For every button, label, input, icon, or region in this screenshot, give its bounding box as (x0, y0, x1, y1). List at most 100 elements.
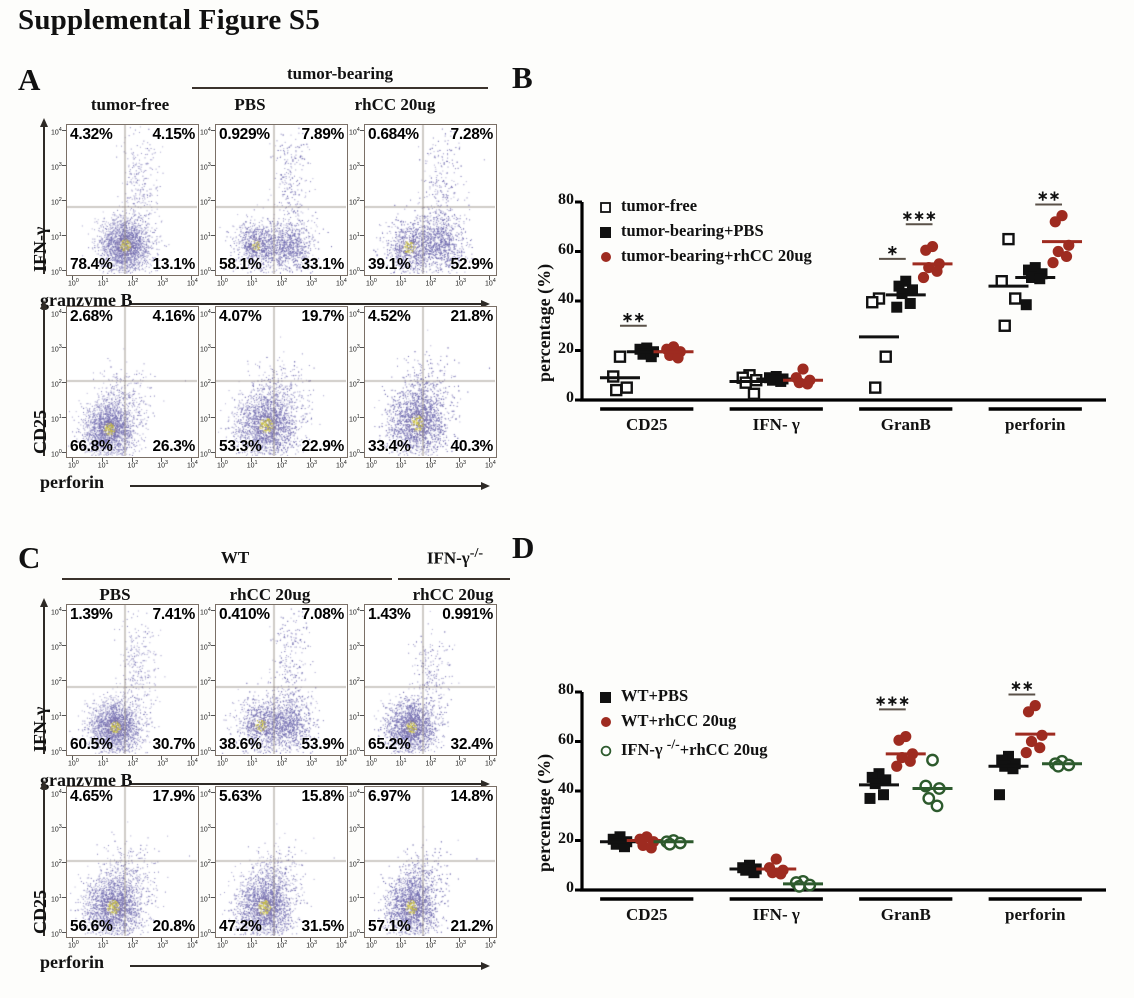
data-point (996, 754, 1008, 766)
legend-item[interactable]: IFN-γ -/-+rhCC 20ug (600, 736, 768, 760)
flow-x-tickmark (489, 756, 490, 760)
legend-item[interactable]: tumor-bearing+PBS (600, 221, 764, 241)
flow-y-tick: 104 (349, 127, 360, 137)
data-point (645, 351, 657, 363)
flow-x-tick: 102 (127, 940, 139, 950)
x-axis-arrow (130, 482, 490, 490)
flow-y-tick: 103 (51, 824, 62, 834)
significance-stars: ∗∗ (622, 309, 645, 325)
flow-x-tickmark (489, 938, 490, 942)
y-axis-label: CD25 (30, 410, 50, 454)
series-2 (653, 753, 1083, 893)
quadrant-label-upper-left: 4.07% (219, 308, 262, 325)
flow-x-tickmark (370, 458, 371, 462)
x-axis-label: granzyme B (40, 290, 133, 310)
quadrant-label-lower-left: 58.1% (219, 256, 262, 273)
flow-x-tick: 102 (276, 460, 288, 470)
quadrant-label-lower-left: 57.1% (368, 918, 411, 935)
legend-item[interactable]: tumor-bearing+rhCC 20ug (600, 246, 812, 266)
series-1 (626, 700, 1056, 880)
data-point (614, 831, 626, 843)
flow-y-tickmark (62, 645, 66, 646)
flow-y-tickmark (62, 862, 66, 863)
flow-plot: 1.39% 7.41% 60.5% 30.7% (66, 604, 199, 756)
flow-x-tickmark (72, 276, 73, 280)
scatter-plot-svg: CD25 IFN- γ GranB perforin∗∗∗∗∗ (575, 680, 1106, 924)
flow-x-tickmark (161, 458, 163, 462)
panel-a-group-header: tumor-bearing (286, 64, 394, 83)
legend-item[interactable]: WT+PBS (600, 686, 688, 706)
flow-x-tickmark (399, 458, 401, 462)
flow-y-tick: 102 (200, 677, 211, 687)
flow-x-tickmark (429, 938, 431, 942)
y-axis-title: percentage (%) (534, 753, 554, 872)
flow-y-tick: 104 (349, 309, 360, 319)
flow-y-tickmark (360, 827, 364, 828)
flow-x-tick: 102 (425, 940, 437, 950)
legend-item[interactable]: WT+rhCC 20ug (600, 711, 736, 731)
y-axis-arrow (40, 300, 48, 456)
panel-c-col-header-0: PBS (99, 585, 131, 604)
flow-x-tick: 104 (485, 460, 496, 470)
flow-y-tickmark (211, 827, 215, 828)
flow-y-tickmark (62, 270, 66, 271)
legend-marker-icon (600, 691, 614, 703)
flow-x-tick: 100 (68, 940, 79, 950)
flow-x-tickmark (459, 938, 461, 942)
flow-y-tickmark (360, 200, 364, 201)
flow-y-tick: 104 (200, 789, 211, 799)
legend-label: WT+rhCC 20ug (621, 711, 737, 730)
quadrant-label-lower-right: 26.3% (152, 438, 196, 455)
quadrant-label-lower-left: 56.6% (70, 918, 113, 935)
flow-x-tickmark (310, 756, 312, 760)
legend-item[interactable]: tumor-free (600, 196, 697, 216)
data-point (797, 363, 809, 375)
flow-x-tick: 103 (157, 758, 169, 768)
flow-y-tick: 100 (200, 747, 211, 757)
flow-x-tickmark (340, 756, 341, 760)
flow-y-tick: 101 (51, 894, 62, 904)
flow-y-tick: 101 (349, 894, 360, 904)
flow-x-tickmark (161, 938, 163, 942)
quadrant-label-lower-right: 22.9% (301, 438, 345, 455)
flow-scatter-canvas (67, 307, 197, 456)
quadrant-label-upper-right: 21.8% (450, 308, 494, 325)
flow-x-tick: 102 (127, 278, 139, 288)
flow-x-tickmark (459, 458, 461, 462)
data-point (893, 734, 905, 746)
flow-y-tickmark (211, 750, 215, 751)
data-point (877, 789, 889, 801)
flow-y-tickmark (62, 715, 66, 716)
data-point (1020, 299, 1032, 311)
y-axis-tick-label: 0 (566, 389, 574, 406)
flow-y-tickmark (360, 750, 364, 751)
data-point (904, 755, 916, 767)
flow-x-tickmark (131, 458, 133, 462)
legend-marker-icon (600, 226, 614, 238)
flow-scatter-canvas (67, 125, 197, 274)
flow-y-tick: 103 (200, 824, 211, 834)
flow-x-tick: 100 (366, 758, 377, 768)
flow-x-tickmark (221, 938, 222, 942)
flow-x-tick: 103 (455, 460, 467, 470)
panel-c-col-header-2: rhCC 20ug (412, 585, 494, 604)
flow-y-tickmark (360, 382, 364, 383)
flow-scatter-canvas (365, 605, 495, 754)
series-2 (653, 210, 1083, 390)
flow-y-tickmark (211, 130, 215, 131)
flow-y-tickmark (62, 932, 66, 933)
flow-x-tickmark (280, 458, 282, 462)
data-point (998, 319, 1011, 332)
flow-x-tickmark (131, 938, 133, 942)
flow-x-tick: 100 (217, 758, 228, 768)
flow-x-tick: 104 (336, 278, 347, 288)
flow-x-tick: 101 (246, 278, 258, 288)
flow-y-tick: 103 (51, 344, 62, 354)
panel-a-col-header-0: tumor-free (90, 95, 170, 114)
quadrant-label-lower-right: 40.3% (450, 438, 494, 455)
flow-scatter-canvas (67, 605, 197, 754)
quadrant-label-lower-right: 53.9% (301, 736, 345, 753)
flow-y-tick: 101 (349, 232, 360, 242)
flow-y-tickmark (211, 347, 215, 348)
flow-y-tickmark (360, 610, 364, 611)
